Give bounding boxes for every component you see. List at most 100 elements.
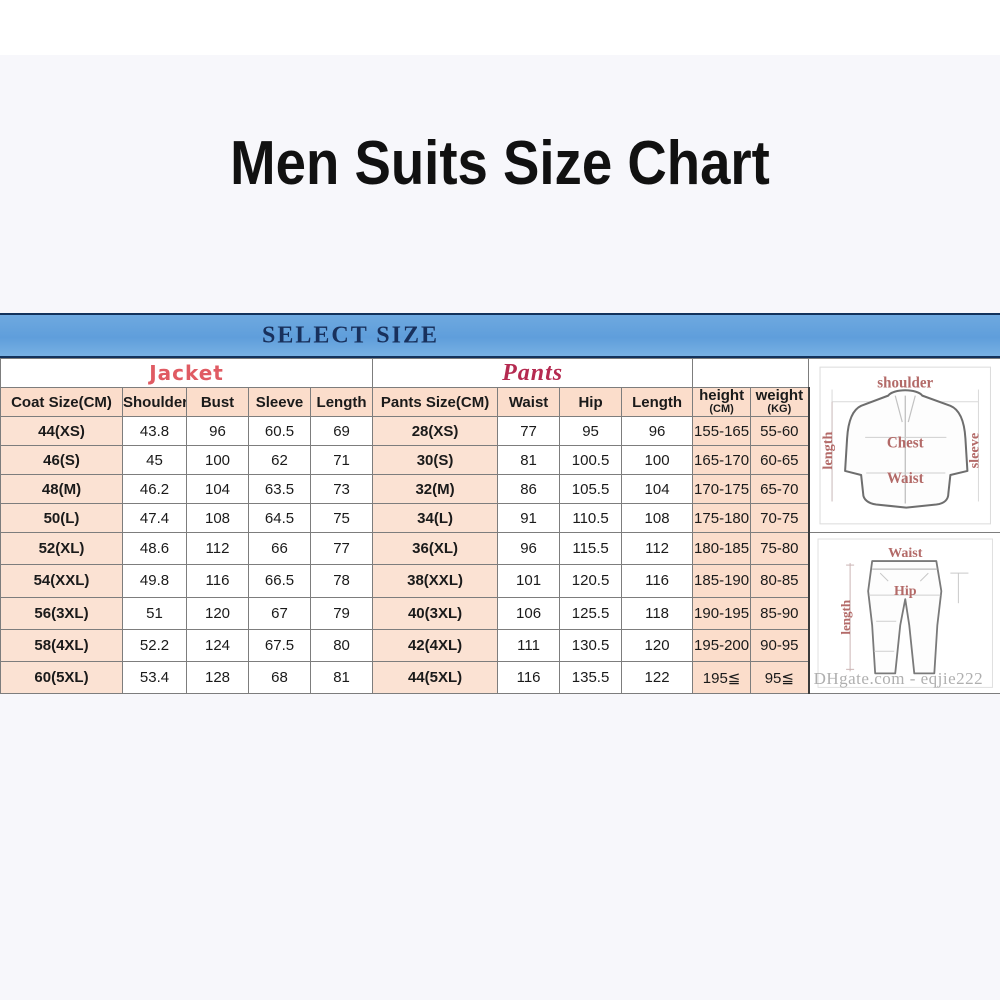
cell-waist: 96 [497, 531, 561, 566]
header-weight: weight (KG) [750, 387, 810, 417]
cell-coat-size: 56(3XL) [0, 596, 123, 630]
cell-sleeve: 62 [248, 445, 311, 475]
jacket-label: Jacket [149, 361, 224, 385]
header-weight-unit: (KG) [767, 403, 792, 416]
cell-height: 165-170 [692, 445, 752, 475]
cell-hip: 105.5 [559, 474, 623, 504]
cell-shoulder: 45 [122, 445, 187, 475]
cell-height: 195-200 [692, 628, 752, 663]
cell-jacket-length: 81 [309, 661, 374, 695]
cell-hip: 115.5 [559, 531, 623, 566]
header-coat-size: Coat Size(CM) [0, 387, 123, 417]
cell-hip: 125.5 [559, 596, 623, 630]
svg-text:length: length [820, 431, 836, 469]
cell-hip: 120.5 [559, 564, 623, 598]
cell-coat-size: 58(4XL) [0, 628, 123, 663]
cell-pants-size: 44(5XL) [372, 661, 499, 695]
cell-pants-length: 112 [621, 531, 694, 566]
cell-hip: 110.5 [559, 503, 623, 533]
cell-bust: 112 [186, 531, 249, 566]
cell-height: 175-180 [692, 503, 752, 533]
cell-pants-size: 30(S) [372, 445, 499, 475]
table-row: 44(XS) 43.8 96 60.5 69 28(XS) 77 95 96 1… [0, 416, 1000, 446]
header-bust: Bust [186, 387, 249, 417]
cell-sleeve: 67.5 [248, 628, 311, 663]
cell-bust: 128 [186, 661, 249, 695]
cell-pants-length: 108 [621, 503, 694, 533]
cell-sleeve: 67 [248, 596, 311, 630]
cell-weight: 75-80 [750, 531, 810, 566]
cell-weight: 60-65 [750, 445, 810, 475]
cell-pants-size: 28(XS) [372, 416, 499, 446]
cell-shoulder: 43.8 [122, 416, 187, 446]
header-pants-length: Length [621, 387, 694, 417]
cell-sleeve: 66.5 [248, 564, 311, 598]
cell-coat-size: 60(5XL) [0, 661, 123, 695]
cell-coat-size: 52(XL) [0, 531, 123, 566]
cell-bust: 120 [186, 596, 249, 630]
cell-waist: 106 [497, 596, 561, 630]
cell-shoulder: 49.8 [122, 564, 187, 598]
cell-weight: 90-95 [750, 628, 810, 663]
header-hip: Hip [559, 387, 623, 417]
svg-text:sleeve: sleeve [966, 433, 982, 469]
table-row: 52(XL) 48.6 112 66 77 36(XL) 96 115.5 11… [0, 531, 1000, 695]
cell-waist: 111 [497, 628, 561, 663]
cell-pants-size: 38(XXL) [372, 564, 499, 598]
jacket-illustration: shoulder Chest Waist length sleeve [808, 358, 1000, 533]
cell-bust: 104 [186, 474, 249, 504]
cell-jacket-length: 73 [309, 474, 374, 504]
cell-height: 180-185 [692, 531, 752, 566]
cell-height: 190-195 [692, 596, 752, 630]
cell-shoulder: 46.2 [122, 474, 187, 504]
cell-weight: 85-90 [750, 596, 810, 630]
header-shoulder: Shoulder [122, 387, 187, 417]
cell-sleeve: 60.5 [248, 416, 311, 446]
cell-weight: 80-85 [750, 564, 810, 598]
cell-height: 155-165 [692, 416, 752, 446]
header-waist: Waist [497, 387, 561, 417]
cell-weight: 55-60 [750, 416, 810, 446]
cell-pants-length: 100 [621, 445, 694, 475]
cell-coat-size: 48(M) [0, 474, 123, 504]
cell-bust: 100 [186, 445, 249, 475]
cell-pants-size: 36(XL) [372, 531, 499, 566]
top-white-band [0, 0, 1000, 55]
cell-shoulder: 53.4 [122, 661, 187, 695]
cell-jacket-length: 77 [309, 531, 374, 566]
cell-hip: 95 [559, 416, 623, 446]
cell-shoulder: 51 [122, 596, 187, 630]
section-title-row: Jacket Pants [0, 358, 1000, 533]
cell-pants-length: 116 [621, 564, 694, 598]
pants-illustration: Waist Hip length DHgate.com - eqjie222 [808, 531, 1000, 695]
svg-text:Waist: Waist [886, 470, 923, 487]
cell-coat-size: 54(XXL) [0, 564, 123, 598]
select-size-bar: SELECT SIZE [0, 313, 1000, 358]
svg-text:Hip: Hip [894, 583, 917, 599]
cell-sleeve: 66 [248, 531, 311, 566]
cell-height: 170-175 [692, 474, 752, 504]
table-row: 46(S) 45 100 62 71 30(S) 81 100.5 100 16… [0, 445, 1000, 475]
table-row: 58(4XL) 52.2 124 67.5 80 42(4XL) 111 130… [0, 628, 1000, 663]
cell-waist: 91 [497, 503, 561, 533]
header-weight-text: weight [755, 387, 804, 405]
jacket-section-header: Jacket [0, 358, 374, 388]
cell-pants-size: 42(4XL) [372, 628, 499, 663]
header-jacket-length: Length [309, 387, 374, 417]
jacket-diagram-svg: shoulder Chest Waist length sleeve [809, 359, 1000, 532]
cell-bust: 124 [186, 628, 249, 663]
page-title: Men Suits Size Chart [230, 129, 770, 198]
cell-pants-size: 32(M) [372, 474, 499, 504]
svg-text:length: length [838, 599, 853, 634]
cell-jacket-length: 71 [309, 445, 374, 475]
cell-shoulder: 48.6 [122, 531, 187, 566]
cell-jacket-length: 69 [309, 416, 374, 446]
cell-waist: 77 [497, 416, 561, 446]
cell-waist: 116 [497, 661, 561, 695]
pants-section-header: Pants [372, 358, 694, 388]
cell-height: 195≦ [692, 661, 752, 695]
cell-waist: 81 [497, 445, 561, 475]
cell-pants-size: 40(3XL) [372, 596, 499, 630]
hw-section-header [692, 358, 810, 388]
